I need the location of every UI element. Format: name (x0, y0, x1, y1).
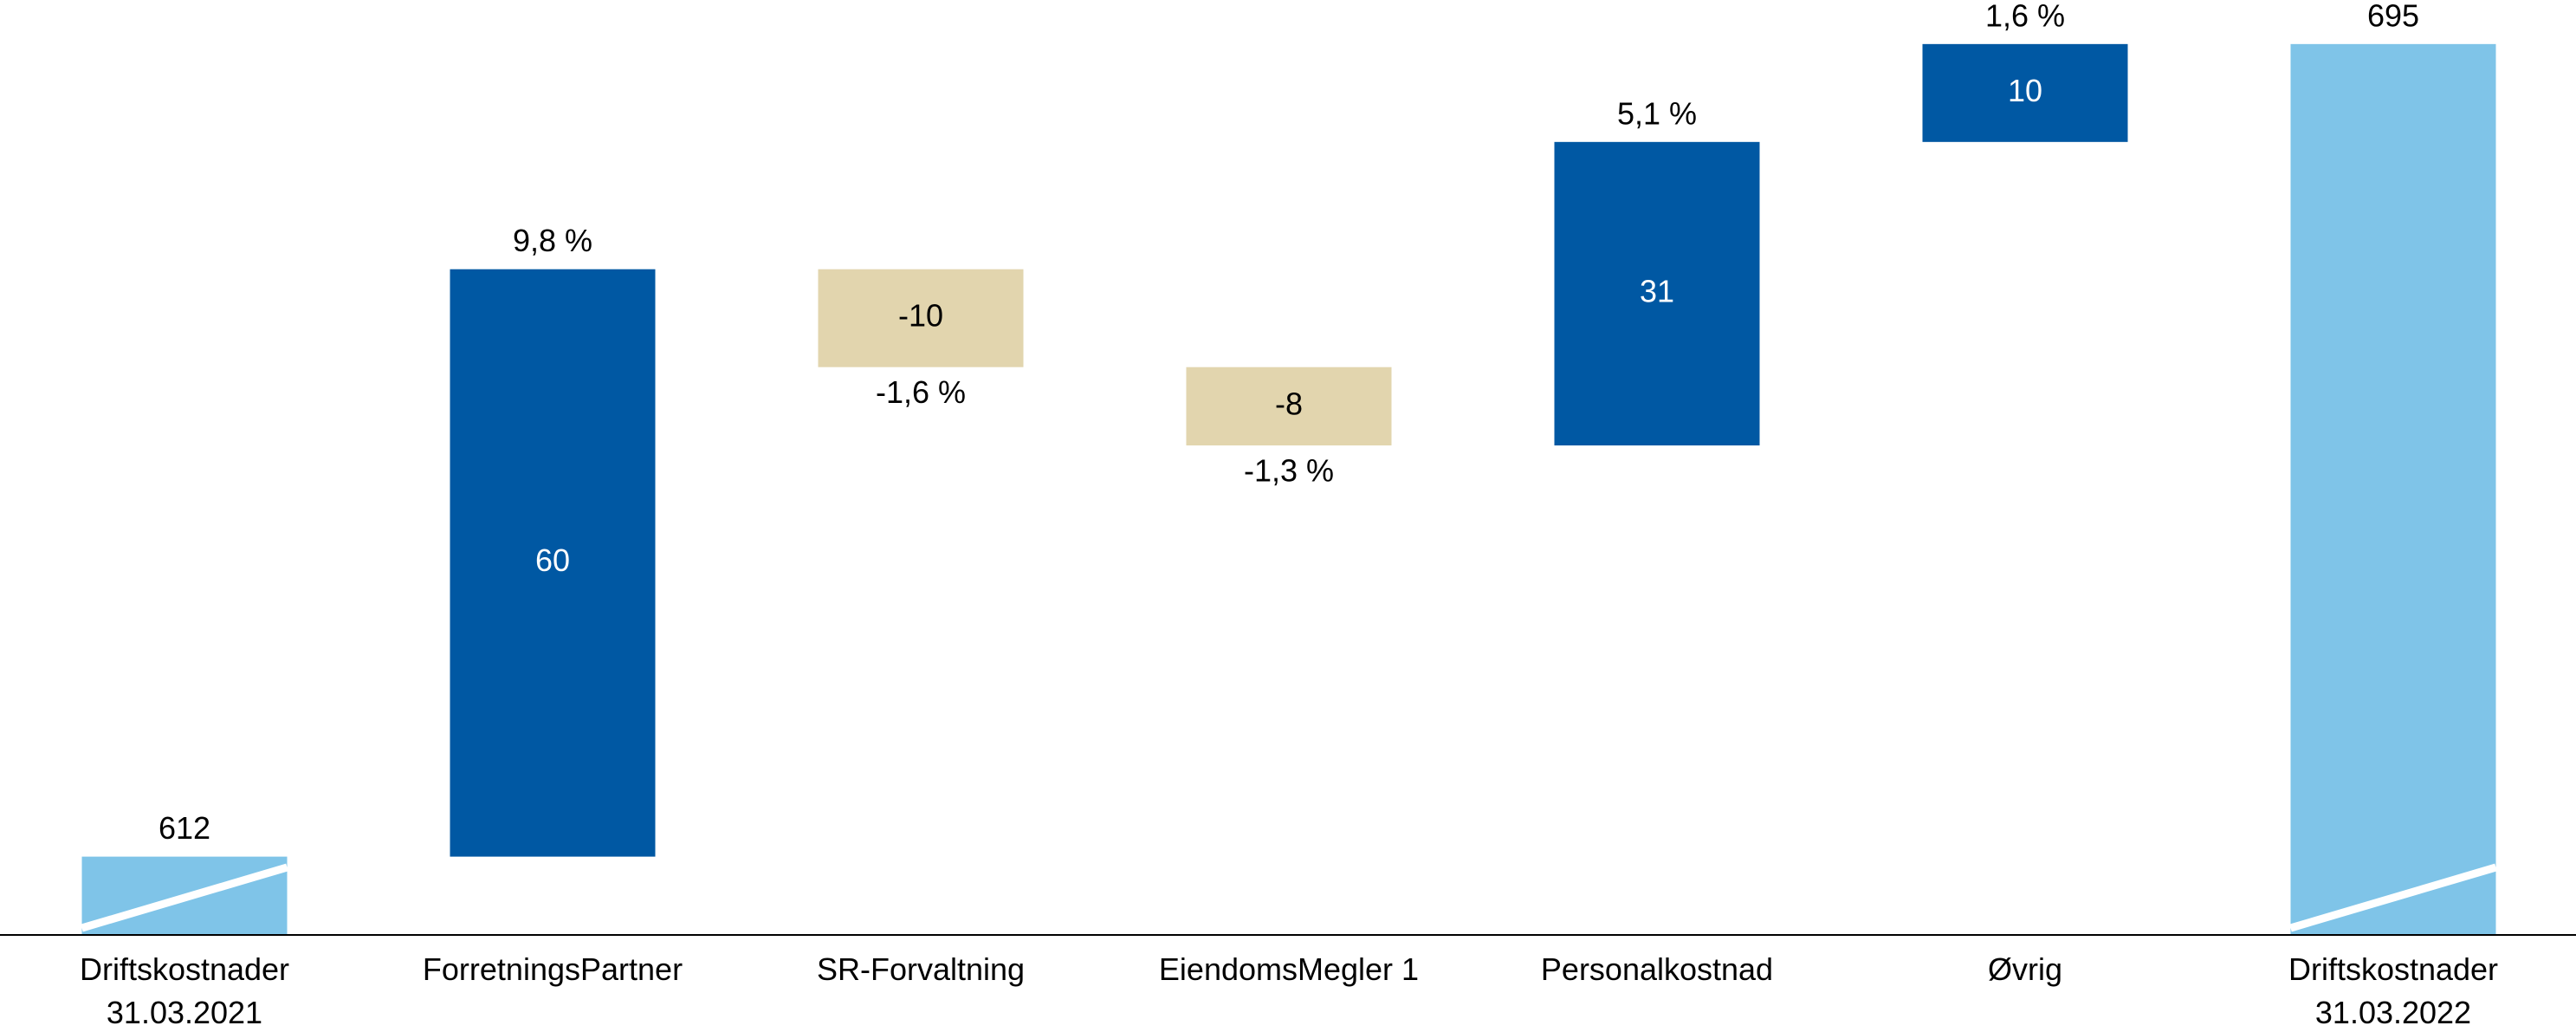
axis-break (2289, 863, 2497, 932)
x-tick-label: EiendomsMegler 1 (1158, 951, 1420, 987)
x-tick-label: Driftskostnader 31.03.2022 (2288, 951, 2499, 1030)
value-label: 695 (2367, 0, 2419, 33)
x-tick-label: Driftskostnader 31.03.2021 (79, 951, 290, 1030)
bar (1922, 43, 2128, 142)
value-label: 60 (535, 542, 570, 578)
x-tick-label: Øvrig (1987, 951, 2062, 987)
change-label: -1,6 % (876, 374, 966, 410)
change-label: 5,1 % (1617, 95, 1697, 131)
value-label: -8 (1275, 386, 1303, 421)
x-tick-label: ForretningsPartner (422, 951, 683, 987)
bar (1186, 367, 1392, 446)
value-label: -10 (898, 298, 943, 334)
axis-break (81, 863, 288, 932)
bar (2290, 43, 2496, 936)
value-label: 31 (1640, 273, 1674, 308)
bar (1554, 141, 1760, 446)
change-label: 1,6 % (1985, 0, 2065, 33)
x-tick-label: Personalkostnad (1540, 951, 1774, 987)
bar (818, 269, 1024, 367)
change-label: 9,8 % (513, 223, 592, 258)
change-label: -1,3 % (1244, 453, 1334, 489)
value-label: 612 (159, 810, 210, 846)
x-tick-label: SR-Forvaltning (816, 951, 1026, 987)
bar (450, 269, 656, 857)
value-label: 10 (2008, 73, 2042, 108)
